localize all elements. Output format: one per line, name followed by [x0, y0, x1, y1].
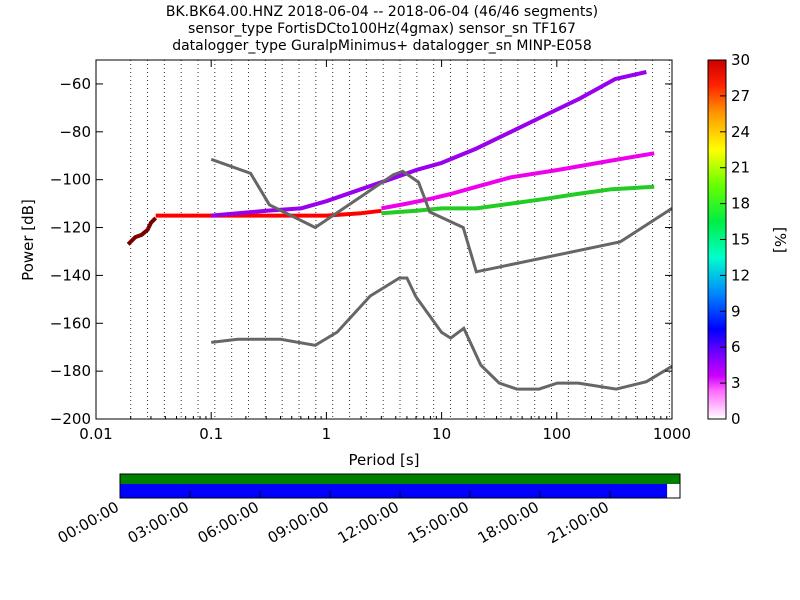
timeline-tick-label-0: 00:00:00 — [55, 498, 122, 547]
title-line-3: datalogger_type GuralpMinimus+ datalogge… — [172, 38, 592, 54]
y-tick-label-3: −140 — [50, 266, 91, 284]
timeline-tick-label-3: 09:00:00 — [265, 498, 332, 547]
y-ticks: −200 −180 −160 −140 −120 −100 −80 −60 — [50, 75, 672, 428]
y-tick-label-1: −180 — [50, 362, 91, 380]
timeline: 00:00:00 03:00:00 06:00:00 09:00:00 12:00:00… — [55, 473, 681, 547]
x-tick-label-5: 1000 — [653, 425, 691, 443]
y-tick-label-0: −200 — [50, 410, 91, 428]
band-mid — [381, 151, 655, 211]
x-ticks: 0.01 0.1 1 10 100 1000 — [79, 60, 691, 443]
noise-model-high — [210, 157, 673, 274]
title-line-2: sensor_type FortisDCto100Hz(4gmax) senso… — [188, 21, 576, 37]
timeline-tick-label-1: 03:00:00 — [125, 498, 192, 547]
timeline-tick-label-6: 18:00:00 — [475, 498, 542, 547]
colorbar-tick-label-0: 0 — [731, 410, 741, 428]
noise-models — [210, 157, 673, 391]
x-tick-label-4: 100 — [542, 425, 571, 443]
colorbar-tick-label-6: 18 — [731, 195, 750, 213]
noise-model-low — [211, 276, 673, 391]
colorbar-tick-label-4: 12 — [731, 266, 750, 284]
colorbar-tick-label-1: 3 — [731, 374, 741, 392]
colorbar-tick-label-5: 15 — [731, 231, 750, 249]
y-tick-label-5: −100 — [50, 171, 91, 189]
colorbar-label: [%] — [771, 227, 789, 253]
timeline-top-bar — [120, 474, 680, 484]
colorbar-tick-label-8: 24 — [731, 123, 750, 141]
timeline-coverage-bar — [120, 484, 668, 498]
y-tick-label-2: −160 — [50, 314, 91, 332]
y-tick-label-7: −60 — [59, 75, 91, 93]
y-axis-label: Power [dB] — [19, 199, 37, 281]
x-axis-label: Period [s] — [348, 451, 419, 469]
colorbar-tick-label-2: 6 — [731, 338, 741, 356]
plot-frame — [96, 60, 672, 419]
plot-border — [95, 59, 673, 420]
band-noise-low — [381, 184, 655, 216]
x-tick-label-2: 1 — [322, 425, 332, 443]
x-tick-label-3: 10 — [432, 425, 451, 443]
colorbar: 0 3 6 9 12 15 18 21 24 27 30 [%] — [707, 51, 789, 428]
ppsd-bands — [126, 70, 655, 246]
timeline-tick-label-2: 06:00:00 — [195, 498, 262, 547]
title-line-1: BK.BK64.00.HNZ 2018-06-04 -- 2018-06-04 … — [166, 4, 598, 20]
timeline-tick-label-7: 21:00:00 — [545, 498, 612, 547]
x-tick-label-0: 0.01 — [79, 425, 112, 443]
colorbar-tick-label-10: 30 — [731, 51, 750, 69]
band-upper — [211, 70, 647, 218]
colorbar-tick-label-3: 9 — [731, 302, 741, 320]
colorbar-tick-label-9: 27 — [731, 87, 750, 105]
timeline-tick-label-5: 15:00:00 — [405, 498, 472, 547]
colorbar-tick-label-7: 21 — [731, 159, 750, 177]
y-tick-label-4: −120 — [50, 219, 91, 237]
plot-area: 0.01 0.1 1 10 100 1000 −200 −180 −160 −140 −120 −1… — [50, 59, 691, 443]
y-tick-label-6: −80 — [59, 123, 91, 141]
x-tick-label-1: 0.1 — [199, 425, 223, 443]
timeline-tick-label-4: 12:00:00 — [335, 498, 402, 547]
timeline-ticks: 00:00:00 03:00:00 06:00:00 09:00:00 12:00:00… — [55, 491, 612, 547]
colorbar-ticks: 0 3 6 9 12 15 18 21 24 27 30 — [720, 51, 750, 428]
band-core — [155, 208, 382, 218]
band-low-period — [126, 216, 158, 246]
